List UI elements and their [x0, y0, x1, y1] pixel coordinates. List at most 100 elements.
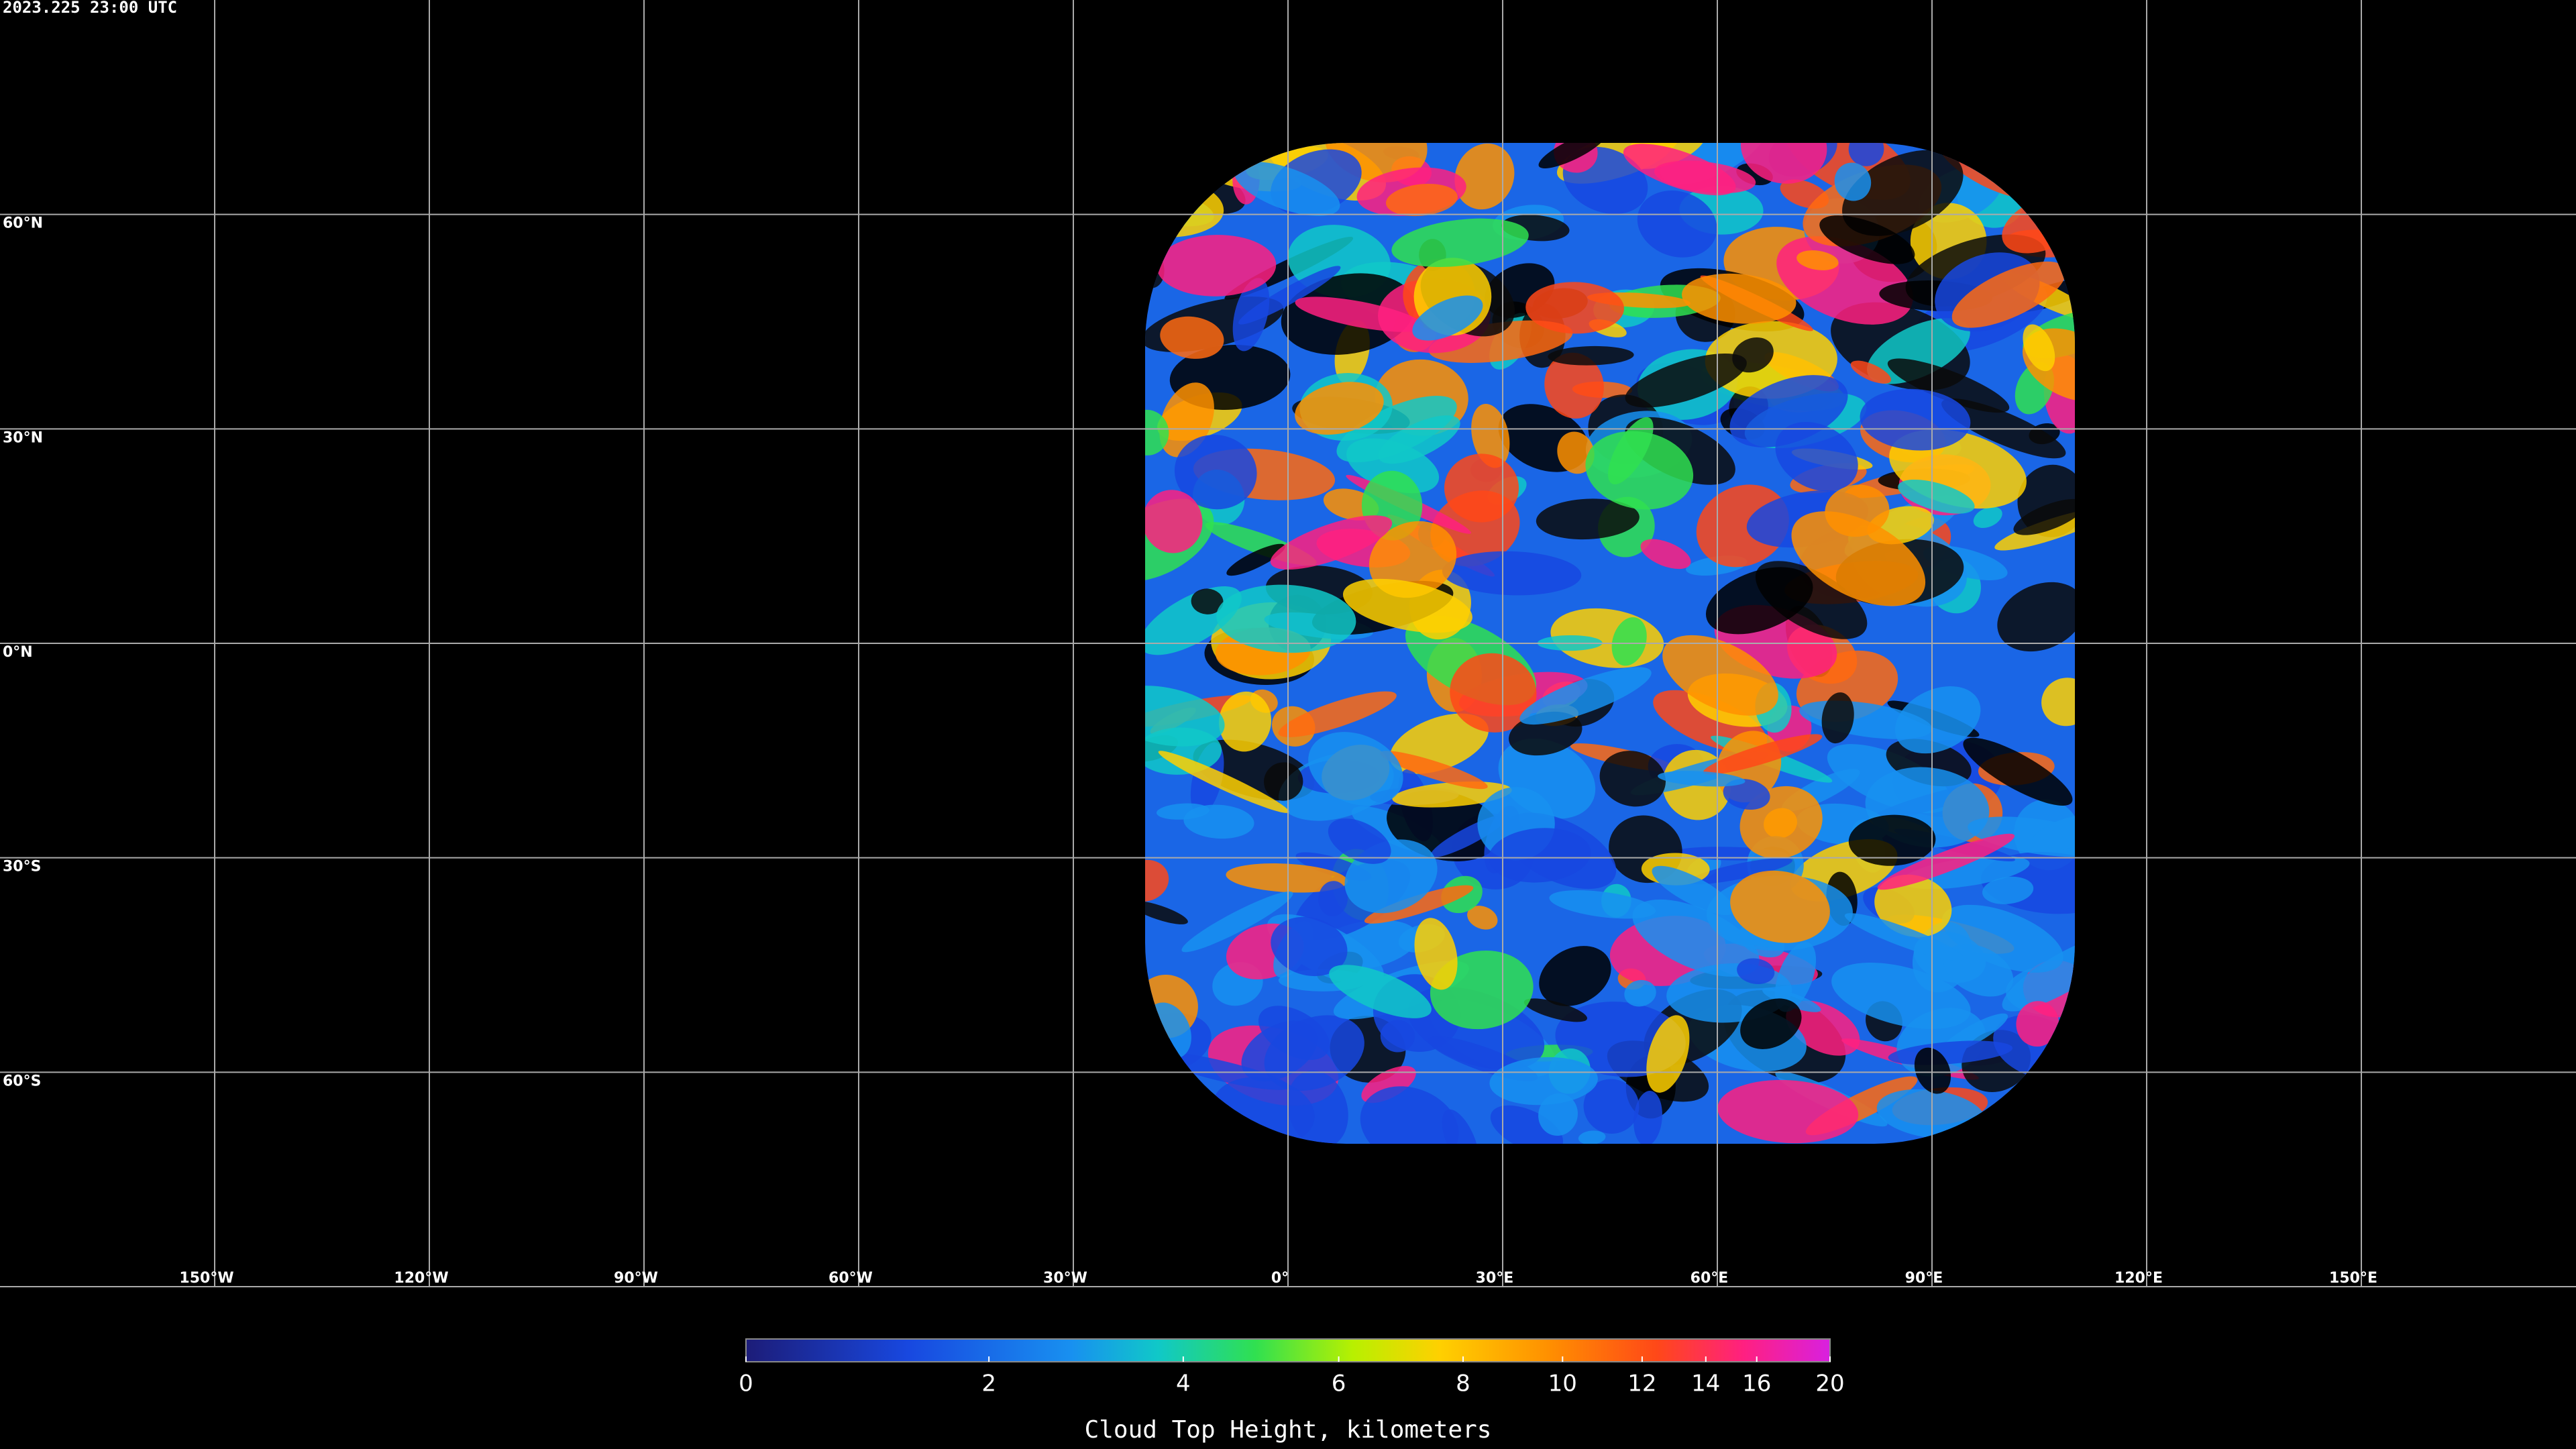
cloud-patch [1538, 143, 1607, 169]
cloud-patch [1652, 865, 1735, 916]
cloud-patch [2023, 324, 2055, 372]
cloud-patch [1640, 539, 1691, 570]
lon-label: 60°E [1690, 1270, 1729, 1287]
cloud-patch [1380, 1020, 1415, 1053]
cloud-patch [1191, 588, 1224, 614]
cloud-patch [1145, 859, 1169, 902]
cloud-patch [1385, 183, 1458, 217]
cloud-patch [1329, 965, 1432, 1018]
cloud-patch [1216, 584, 1356, 653]
cloud-patch [1539, 946, 1611, 1006]
cloud-patch [1226, 543, 1285, 576]
lon-label: 150°W [179, 1270, 233, 1287]
cloud-patch [1368, 521, 1457, 598]
cloud-patch [1454, 143, 1515, 210]
cloud-patch [1380, 751, 1488, 790]
cloud-patch [1450, 653, 1537, 733]
cloud-patch [2002, 933, 2075, 1012]
lon-label: 30°E [1476, 1270, 1514, 1287]
lon-label: 90°W [614, 1270, 658, 1287]
cloud-patch [1308, 732, 1403, 806]
cloud-patch [1264, 762, 1303, 801]
cloud-patch [1360, 1086, 1459, 1144]
cloud-patch [1819, 215, 1915, 264]
cloud-patch [1682, 273, 1796, 324]
lat-label: 0°N [3, 644, 33, 661]
cloud-patch [1557, 431, 1595, 474]
cloud-patch [1145, 900, 1188, 924]
cloud-patch [1662, 635, 1778, 716]
cloud-patch [1611, 617, 1647, 666]
colorbar-tick-label: 0 [739, 1371, 753, 1397]
cloud-patch [1145, 409, 1169, 455]
graticule [0, 0, 2576, 1287]
colorbar-tick-label: 6 [1332, 1371, 1346, 1397]
cloud-patch [1412, 295, 1483, 341]
cloud-patch [1637, 191, 1717, 258]
lon-label: 60°W [828, 1270, 873, 1287]
cloud-patch [1850, 360, 1892, 384]
cloud-patch [1762, 987, 1821, 1012]
cloud-patch [1941, 904, 2063, 973]
cloud-patch [1703, 734, 1823, 775]
cloud-patch [2041, 678, 2075, 727]
cloud-patch [1364, 885, 1474, 924]
cloud-patch [1624, 979, 1656, 1007]
cloud-patch [1658, 771, 1746, 787]
cloud-patch [1519, 667, 1652, 725]
cloud-patch [1183, 804, 1254, 839]
colorbar-tick-label: 4 [1176, 1371, 1191, 1397]
colorbar-tick-label: 14 [1691, 1371, 1720, 1397]
colorbar-tick-label: 10 [1548, 1371, 1577, 1397]
lon-label: 120°E [2114, 1270, 2163, 1287]
lon-label: 0° [1271, 1270, 1289, 1287]
cloud-patch [1834, 162, 1872, 201]
lat-label: 30°N [3, 429, 43, 446]
lat-label: 60°S [3, 1073, 41, 1089]
lat-label: 60°N [3, 215, 43, 232]
cloud-patch [1705, 567, 1813, 635]
cloud-patch [1328, 818, 1391, 864]
cloud-patch [1860, 388, 1971, 451]
cloud-patch [1740, 998, 1802, 1049]
cloud-patch [1238, 266, 1341, 325]
colorbar-tick-label: 12 [1627, 1371, 1656, 1397]
cloud-patch [1831, 963, 1971, 1029]
cloud-patch [1723, 779, 1770, 810]
cloud-patch [1295, 297, 1424, 332]
cloud-patch [1157, 235, 1277, 297]
cloud-patch [1442, 551, 1582, 596]
cloud-patch [1489, 828, 1591, 883]
cloud-patch [1625, 353, 1747, 408]
cloud-patch [1997, 582, 2075, 652]
cloud-patch [1342, 578, 1472, 633]
colorbar [745, 1338, 1831, 1362]
cloud-patch [1544, 352, 1604, 419]
cloud-patch [1737, 958, 1775, 985]
cloud-patch [1181, 891, 1293, 953]
cloud-patch [1796, 250, 1839, 270]
cloud-patch [1471, 403, 1510, 468]
cloud-patch [1887, 358, 2010, 413]
cloud-patch [1623, 144, 1736, 196]
cloud-patch [1585, 431, 1694, 510]
timestamp: 2023.225 23:00 UTC [3, 0, 177, 17]
cloud-patch [1688, 857, 1792, 885]
cloud-patch [1523, 998, 1587, 1022]
cloud-patch [1489, 1057, 1598, 1106]
cloud-patch [1295, 382, 1384, 435]
cloud-patch [1646, 1015, 1690, 1093]
cloud-patch [2031, 814, 2075, 851]
cloud-patch [1821, 692, 1854, 744]
cloud-patch [1391, 218, 1529, 267]
satellite-imagery [1145, 143, 2075, 1144]
cloud-patch [1444, 453, 1519, 523]
cloud-patch [1848, 814, 1936, 866]
cloud-patch [1717, 1079, 1859, 1144]
cloud-patch [1632, 899, 1760, 977]
colorbar-tick-label: 16 [1742, 1371, 1771, 1397]
cloud-patch [1791, 511, 1926, 606]
cloud-patch [1549, 890, 1656, 919]
